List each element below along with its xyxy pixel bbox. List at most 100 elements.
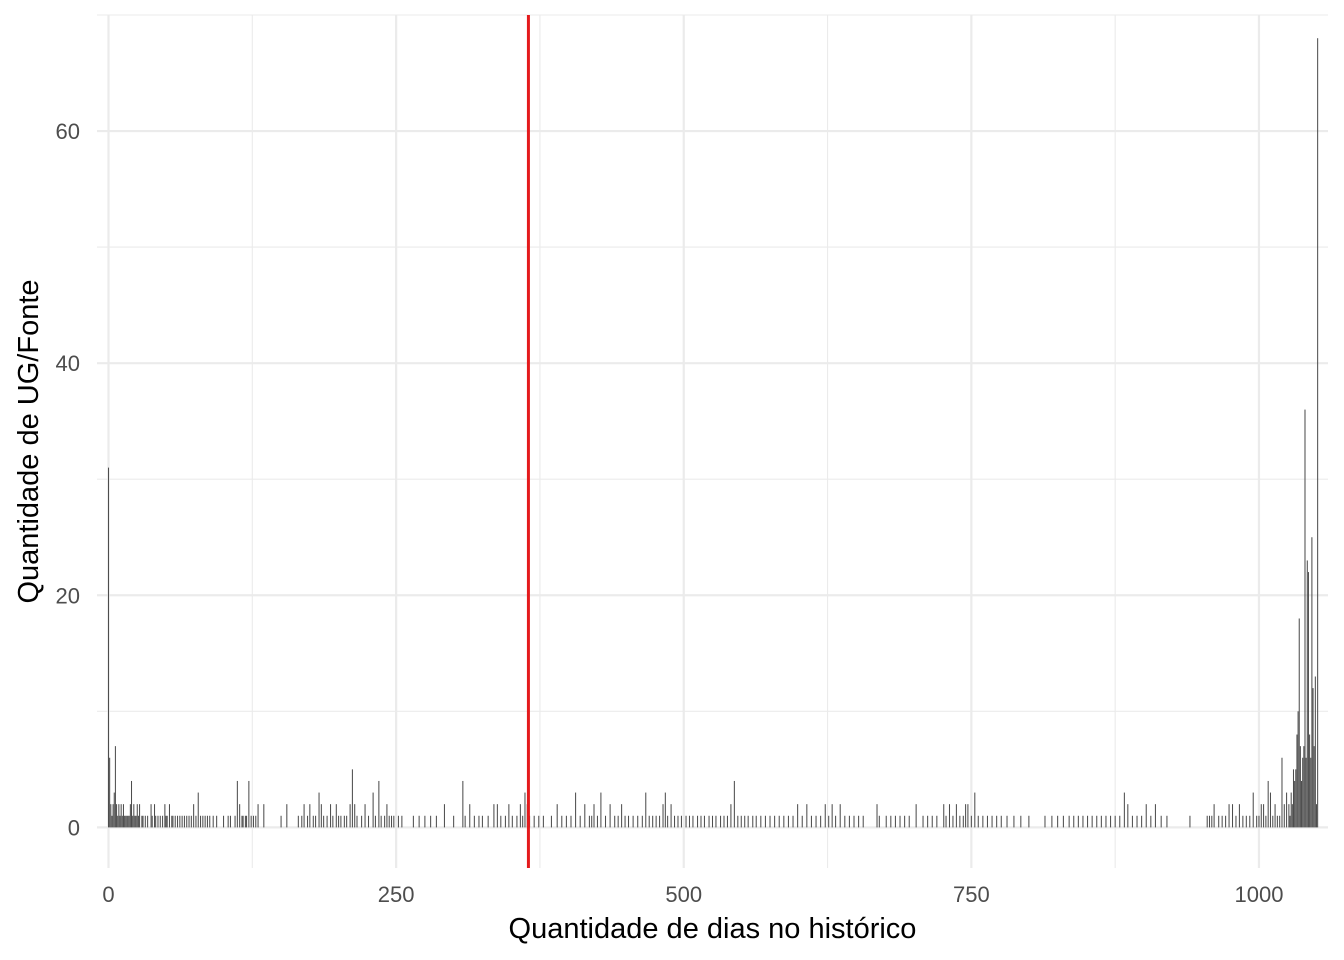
bar — [113, 792, 115, 828]
bar — [174, 815, 176, 828]
bar — [1290, 792, 1292, 828]
bar — [700, 815, 702, 828]
bar — [473, 815, 475, 828]
bar — [1091, 815, 1093, 828]
bar — [384, 815, 386, 828]
bar — [166, 815, 168, 828]
y-tick-label: 40 — [56, 351, 80, 376]
bar — [752, 815, 754, 828]
bar — [200, 815, 202, 828]
bar — [119, 815, 121, 828]
bar — [1286, 792, 1288, 828]
bar — [263, 804, 265, 828]
bar — [1298, 618, 1300, 828]
bar — [248, 780, 250, 828]
bar — [346, 815, 348, 828]
bar — [664, 792, 666, 828]
bar — [323, 815, 325, 828]
bar — [648, 815, 650, 828]
bar — [591, 815, 593, 828]
bar — [122, 804, 124, 828]
bar — [150, 804, 152, 828]
bar — [401, 815, 403, 828]
bar — [1131, 815, 1133, 828]
bar — [1307, 572, 1309, 828]
bar — [183, 815, 185, 828]
bar — [303, 804, 305, 828]
bar — [943, 804, 945, 828]
bar — [697, 815, 699, 828]
bar — [109, 757, 111, 828]
bar — [478, 815, 480, 828]
bar — [1299, 746, 1301, 828]
bar — [418, 815, 420, 828]
bar — [107, 467, 110, 828]
bar — [1235, 815, 1237, 828]
bar — [904, 815, 906, 828]
bar — [593, 804, 595, 828]
bar — [120, 804, 122, 828]
bar — [899, 815, 901, 828]
bar — [915, 804, 917, 828]
bar — [139, 804, 141, 828]
bar — [542, 815, 544, 828]
bar — [338, 815, 340, 828]
bar — [820, 815, 822, 828]
bar — [172, 815, 174, 828]
bar — [320, 804, 322, 828]
bar — [154, 804, 156, 828]
bar — [206, 815, 208, 828]
bar — [959, 815, 961, 828]
bar — [760, 815, 762, 828]
bar — [1136, 815, 1138, 828]
bar — [986, 815, 988, 828]
bar — [996, 815, 998, 828]
bar — [652, 815, 654, 828]
bar — [1238, 804, 1240, 828]
bar — [197, 792, 199, 828]
bar — [711, 815, 714, 828]
bar — [655, 815, 657, 828]
bar — [128, 815, 130, 828]
bar — [195, 815, 197, 828]
bar — [680, 815, 682, 828]
bar — [659, 815, 661, 828]
bar — [130, 780, 133, 828]
bar — [469, 804, 471, 828]
bar — [744, 815, 746, 828]
bar — [685, 815, 687, 828]
bar — [1057, 815, 1059, 828]
bar — [126, 815, 128, 828]
bar — [1166, 815, 1168, 828]
bar — [117, 815, 119, 828]
bar — [945, 815, 947, 828]
bar — [967, 804, 969, 828]
bar — [733, 780, 735, 828]
bar — [584, 804, 586, 828]
bar — [1231, 804, 1234, 828]
bar — [1206, 815, 1208, 828]
bar — [1145, 804, 1147, 828]
bar — [1123, 792, 1125, 828]
bar — [312, 815, 314, 828]
bar — [797, 804, 799, 828]
bar — [481, 815, 483, 828]
bar — [1020, 815, 1022, 828]
bar — [318, 792, 320, 828]
bar — [1315, 804, 1318, 828]
bar — [1051, 815, 1053, 828]
bar — [309, 804, 311, 828]
bar — [372, 792, 374, 828]
bar — [171, 815, 173, 828]
bar — [326, 815, 328, 828]
x-axis-title: Quantidade de dias no histórico — [509, 913, 917, 945]
bar — [1160, 815, 1162, 828]
bar — [747, 815, 749, 828]
bar — [223, 815, 225, 828]
bar — [730, 804, 732, 828]
bar — [764, 815, 766, 828]
bar — [202, 815, 204, 828]
bar — [177, 815, 179, 828]
bar — [412, 815, 414, 828]
